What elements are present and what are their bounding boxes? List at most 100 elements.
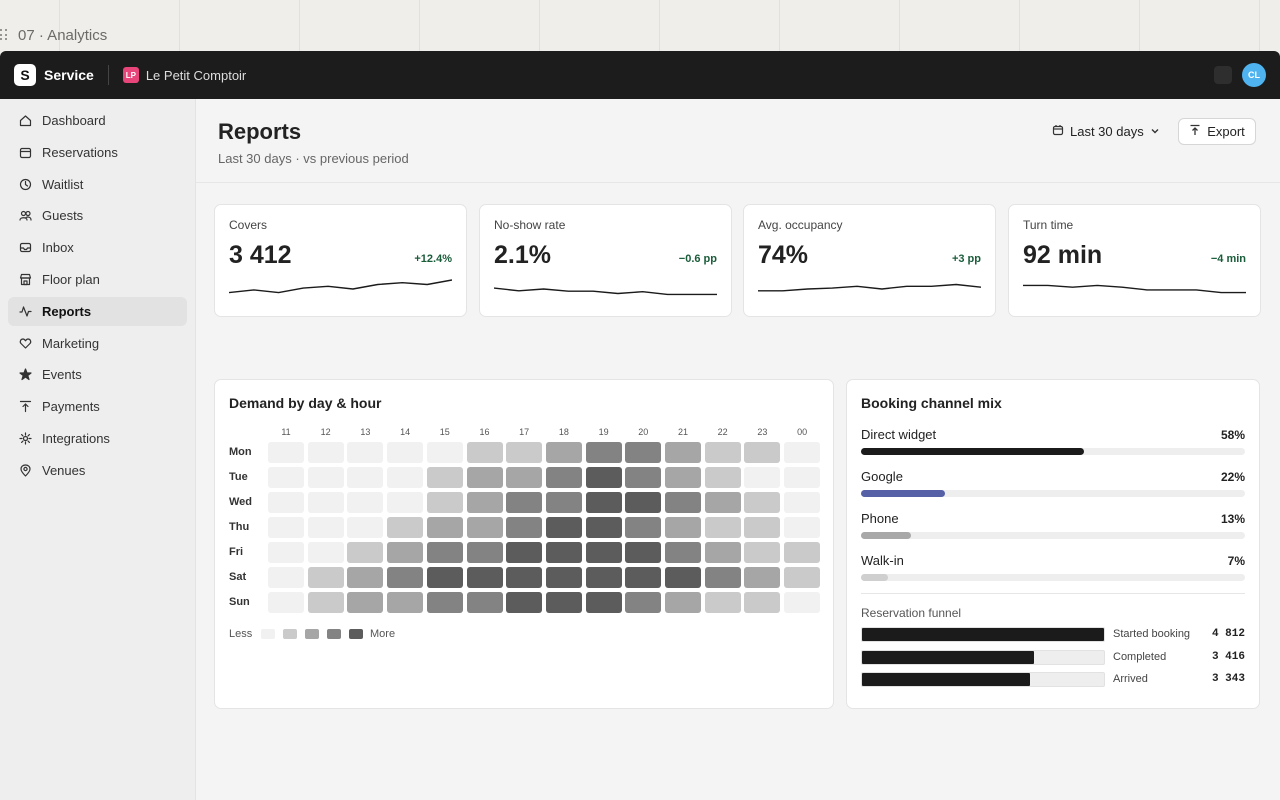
sidebar-item-dashboard[interactable]: Dashboard [8,106,187,135]
heatmap-cell[interactable] [506,567,543,588]
heatmap-cell[interactable] [466,542,503,563]
heatmap-cell[interactable] [506,467,543,488]
heatmap-cell[interactable] [387,467,424,488]
heatmap-cell[interactable] [545,467,582,488]
date-range-select[interactable]: Last 30 days [1042,118,1170,144]
heatmap-cell[interactable] [625,442,662,463]
heatmap-cell[interactable] [387,517,424,538]
heatmap-cell[interactable] [466,442,503,463]
heatmap-cell[interactable] [506,592,543,613]
heatmap-cell[interactable] [784,567,821,588]
heatmap-cell[interactable] [466,592,503,613]
heatmap-cell[interactable] [665,542,701,563]
heatmap-cell[interactable] [545,442,582,463]
heatmap-cell[interactable] [744,467,781,488]
heatmap-cell[interactable] [268,442,304,463]
sidebar-item-guests[interactable]: Guests [8,201,187,230]
heatmap-cell[interactable] [268,517,304,538]
heatmap-cell[interactable] [585,592,622,613]
heatmap-cell[interactable] [585,567,622,588]
sidebar-item-integrations[interactable]: Integrations [8,424,187,453]
heatmap-cell[interactable] [545,492,582,513]
heatmap-cell[interactable] [704,442,741,463]
heatmap-cell[interactable] [665,467,701,488]
venue-badge[interactable]: LP [122,67,139,83]
heatmap-cell[interactable] [347,467,384,488]
heatmap-cell[interactable] [704,542,741,563]
heatmap-cell[interactable] [545,517,582,538]
heatmap-cell[interactable] [585,542,622,563]
heatmap-cell[interactable] [744,592,781,613]
heatmap-cell[interactable] [506,542,543,563]
heatmap-cell[interactable] [545,542,582,563]
heatmap-cell[interactable] [625,517,662,538]
heatmap-cell[interactable] [426,542,463,563]
heatmap-cell[interactable] [307,567,344,588]
heatmap-cell[interactable] [347,517,384,538]
heatmap-cell[interactable] [704,567,741,588]
sidebar-item-events[interactable]: Events [8,360,187,389]
sidebar-item-payments[interactable]: Payments [8,392,187,421]
heatmap-cell[interactable] [585,442,622,463]
heatmap-cell[interactable] [585,492,622,513]
heatmap-cell[interactable] [347,442,384,463]
heatmap-cell[interactable] [665,492,701,513]
heatmap-cell[interactable] [466,517,503,538]
heatmap-cell[interactable] [784,492,821,513]
heatmap-cell[interactable] [784,592,821,613]
heatmap-cell[interactable] [625,467,662,488]
heatmap-cell[interactable] [545,592,582,613]
heatmap-cell[interactable] [307,517,344,538]
heatmap-cell[interactable] [268,567,304,588]
heatmap-cell[interactable] [506,517,543,538]
sidebar-item-reservations[interactable]: Reservations [8,138,187,167]
heatmap-cell[interactable] [665,517,701,538]
heatmap-cell[interactable] [744,442,781,463]
heatmap-cell[interactable] [426,467,463,488]
drag-handle-icon[interactable] [0,29,8,41]
sidebar-item-floor-plan[interactable]: Floor plan [8,265,187,294]
heatmap-cell[interactable] [585,467,622,488]
heatmap-cell[interactable] [307,467,344,488]
app-logo[interactable]: S [14,64,36,86]
sidebar-item-reports[interactable]: Reports [8,296,187,326]
heatmap-cell[interactable] [625,592,662,613]
heatmap-cell[interactable] [625,567,662,588]
heatmap-cell[interactable] [704,492,741,513]
heatmap-cell[interactable] [625,492,662,513]
heatmap-cell[interactable] [347,542,384,563]
heatmap-cell[interactable] [268,467,304,488]
heatmap-cell[interactable] [784,517,821,538]
notifications-button[interactable] [1214,66,1232,84]
heatmap-cell[interactable] [784,442,821,463]
sidebar-item-waitlist[interactable]: Waitlist [8,170,187,199]
sidebar-item-venues[interactable]: Venues [8,456,187,485]
heatmap-cell[interactable] [307,492,344,513]
heatmap-cell[interactable] [506,442,543,463]
heatmap-cell[interactable] [426,567,463,588]
heatmap-cell[interactable] [506,492,543,513]
heatmap-cell[interactable] [268,592,304,613]
heatmap-cell[interactable] [665,592,701,613]
heatmap-cell[interactable] [387,567,424,588]
heatmap-cell[interactable] [545,567,582,588]
heatmap-cell[interactable] [307,542,344,563]
sidebar-item-marketing[interactable]: Marketing [8,329,187,358]
heatmap-cell[interactable] [704,592,741,613]
heatmap-cell[interactable] [307,442,344,463]
heatmap-cell[interactable] [387,492,424,513]
sidebar-item-inbox[interactable]: Inbox [8,233,187,262]
heatmap-cell[interactable] [466,492,503,513]
heatmap-cell[interactable] [347,492,384,513]
venue-switcher[interactable]: Le Petit Comptoir [145,67,247,83]
heatmap-cell[interactable] [744,517,781,538]
heatmap-cell[interactable] [268,542,304,563]
heatmap-cell[interactable] [426,517,463,538]
heatmap-cell[interactable] [585,517,622,538]
heatmap-cell[interactable] [665,567,701,588]
heatmap-cell[interactable] [466,467,503,488]
avatar[interactable]: CL [1242,63,1266,87]
heatmap-cell[interactable] [426,592,463,613]
heatmap-cell[interactable] [387,542,424,563]
heatmap-cell[interactable] [268,492,304,513]
